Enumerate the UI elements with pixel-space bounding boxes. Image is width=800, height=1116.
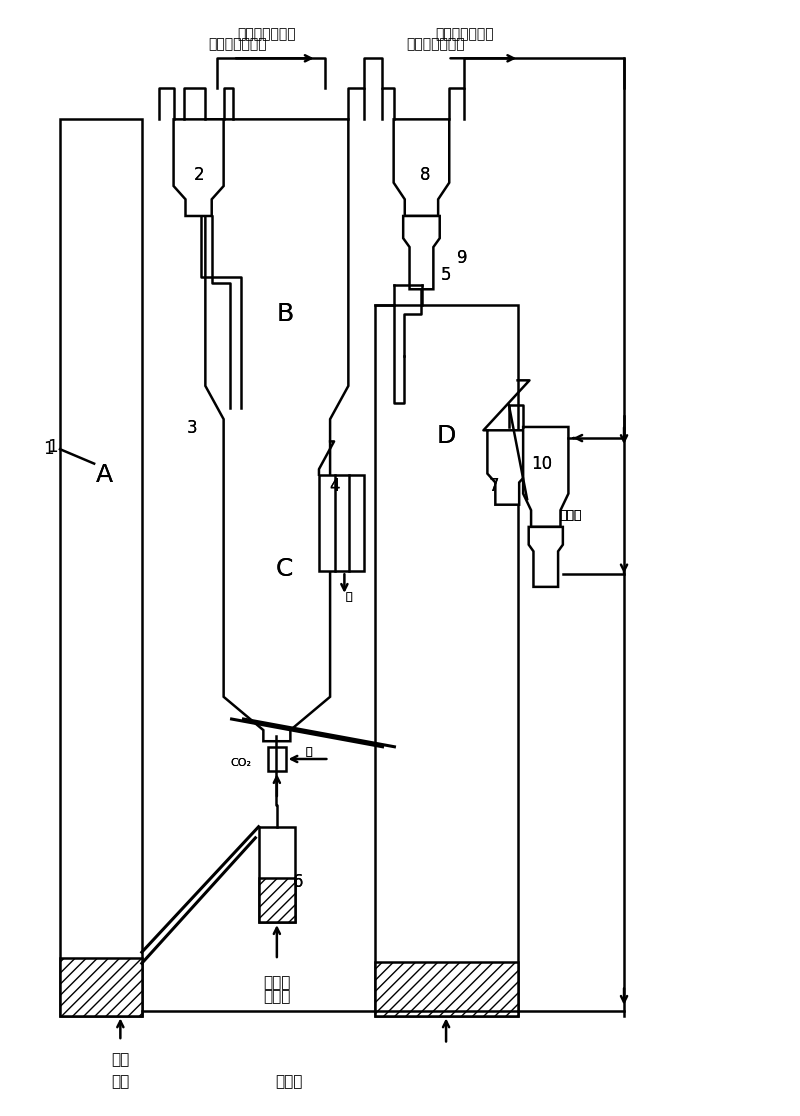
- Text: C: C: [276, 557, 294, 581]
- Text: 3: 3: [186, 420, 197, 437]
- Polygon shape: [374, 305, 518, 1016]
- Text: 空气: 空气: [111, 1052, 130, 1067]
- Text: 4: 4: [330, 477, 340, 494]
- Bar: [258, 878, 295, 922]
- Text: 燃料反应器尾气: 燃料反应器尾气: [406, 37, 465, 51]
- Text: 1: 1: [47, 437, 58, 456]
- Text: 3: 3: [186, 420, 197, 437]
- Text: 2: 2: [194, 166, 204, 184]
- Text: 燃料反应器尾气: 燃料反应器尾气: [436, 28, 494, 41]
- Text: 炭: 炭: [345, 591, 352, 602]
- Text: 5: 5: [441, 266, 451, 283]
- Text: 4: 4: [330, 477, 340, 494]
- Polygon shape: [487, 431, 527, 504]
- Text: 8: 8: [420, 166, 430, 184]
- Text: 煤: 煤: [306, 748, 312, 758]
- Polygon shape: [268, 747, 286, 771]
- Polygon shape: [174, 119, 224, 217]
- Bar: [60, 958, 142, 1016]
- Text: 5: 5: [441, 266, 451, 283]
- Text: 6: 6: [293, 873, 303, 892]
- Polygon shape: [206, 119, 348, 741]
- Text: CO₂: CO₂: [230, 759, 252, 769]
- Polygon shape: [319, 474, 364, 571]
- Bar: [374, 962, 518, 1016]
- Text: 7: 7: [489, 477, 499, 494]
- Text: 空气: 空气: [111, 1075, 130, 1089]
- Text: 炭: 炭: [345, 591, 352, 602]
- Text: 8: 8: [420, 166, 430, 184]
- Text: CO₂: CO₂: [230, 759, 252, 769]
- Text: 合成气: 合成气: [559, 509, 582, 522]
- Text: B: B: [276, 301, 294, 326]
- Text: 水蒸気: 水蒸気: [263, 974, 290, 990]
- Text: 水蒸气: 水蒸气: [275, 1075, 302, 1089]
- Text: 合成气: 合成气: [559, 509, 582, 522]
- Polygon shape: [403, 217, 440, 289]
- Text: 9: 9: [457, 249, 467, 267]
- Text: 空气反应器尾气: 空气反应器尾气: [208, 37, 266, 51]
- Text: 6: 6: [293, 873, 303, 892]
- Text: D: D: [436, 424, 456, 448]
- Text: 煤: 煤: [306, 748, 312, 758]
- Text: A: A: [96, 463, 113, 487]
- Polygon shape: [523, 427, 569, 527]
- Text: D: D: [436, 424, 456, 448]
- Text: 2: 2: [194, 166, 204, 184]
- Text: 7: 7: [489, 477, 499, 494]
- Text: 9: 9: [457, 249, 467, 267]
- Text: 水蒸气: 水蒸气: [263, 989, 290, 1004]
- Polygon shape: [529, 527, 563, 587]
- Text: 1: 1: [43, 440, 54, 459]
- Polygon shape: [60, 119, 142, 1016]
- Text: 空气反应器尾气: 空气反应器尾气: [237, 28, 296, 41]
- Text: C: C: [276, 557, 294, 581]
- Text: 10: 10: [531, 454, 552, 472]
- Polygon shape: [394, 119, 450, 217]
- Text: 10: 10: [531, 454, 552, 472]
- Polygon shape: [258, 827, 295, 922]
- Text: A: A: [96, 463, 113, 487]
- Text: B: B: [276, 301, 294, 326]
